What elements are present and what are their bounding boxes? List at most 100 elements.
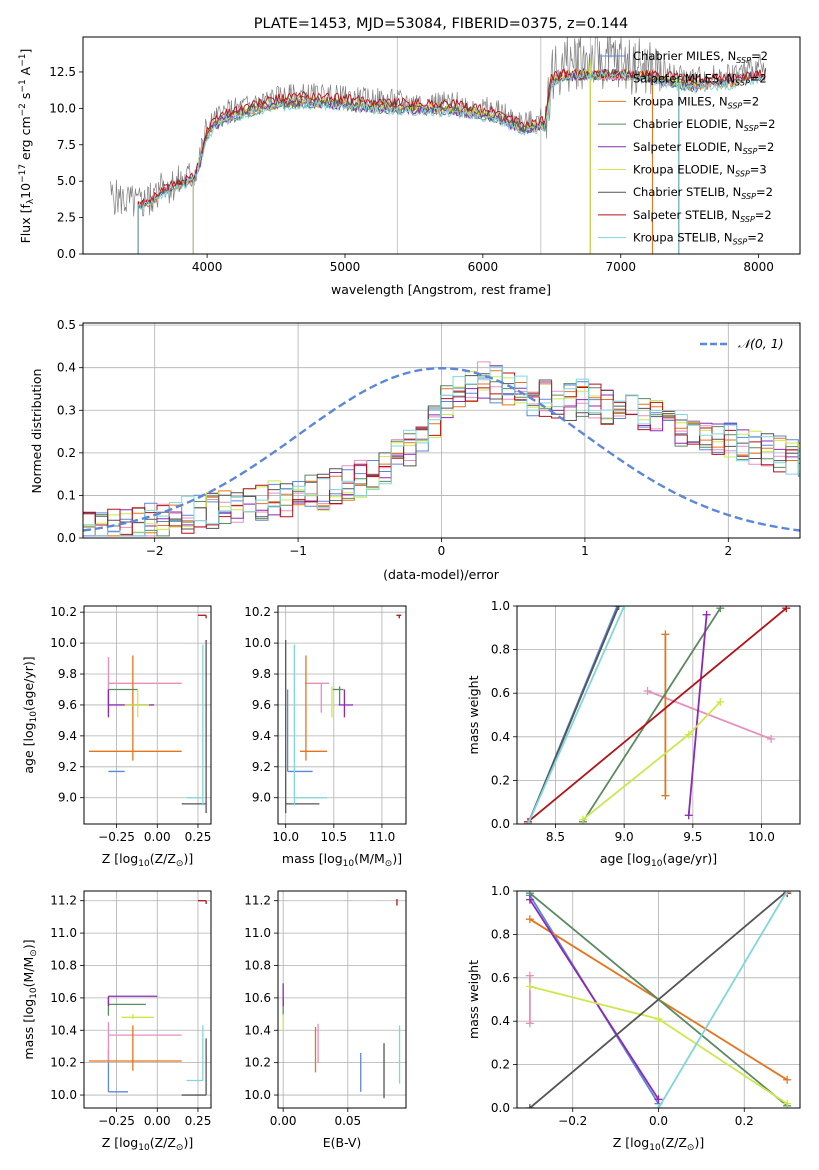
legend-label: Kroupa STELIB, NSSP=2: [633, 231, 764, 247]
residual-histogram: [83, 375, 800, 537]
legend-count: =2: [759, 117, 776, 131]
plot-area: [110, 37, 766, 254]
legend-sub: SSP: [735, 79, 750, 88]
plot-area: [88, 900, 207, 1096]
error-point: [107, 1049, 128, 1093]
gaussian-curve: [83, 366, 800, 532]
legend-label: Chabrier MILES, NSSP=2: [633, 49, 768, 65]
y-tick-label: 10.0: [49, 101, 76, 115]
error-point: [338, 689, 354, 718]
y-tick-label: 0.4: [491, 1014, 510, 1028]
legend-sub: SSP: [743, 147, 758, 156]
y-tick-label: 0.6: [491, 971, 510, 985]
label-part: A: [18, 66, 33, 79]
weight-series: [523, 606, 623, 824]
error-point: [197, 900, 207, 904]
y-axis-label: Normed distribution: [29, 369, 44, 494]
label-part: −2: [18, 103, 28, 116]
axes-border: [83, 890, 212, 1109]
x-axis-label: E(B-V): [323, 1135, 362, 1150]
label-part: ⊙: [385, 859, 393, 869]
error-point: [124, 689, 150, 718]
axes-frame: 8.5 9.0 9.5 10.0 0.0 0.2 0.4 0.6 0.8 1.0 age [log1…: [466, 599, 801, 869]
model-spectrum: [192, 67, 702, 254]
axes-frame: 10.0 10.5 11.0 9.0 9.2 9.4 9.6 9.8 10.0 10.2 mass …: [244, 605, 407, 869]
legend-sub: SSP: [740, 215, 755, 224]
legend-text: Chabrier ELODIE, N: [633, 117, 744, 131]
weight-series: [578, 697, 725, 824]
plot-area: [83, 361, 800, 537]
residual-histogram: [83, 361, 800, 537]
label-part: (Z/Z: [661, 1135, 687, 1150]
label-part: (Z/Z: [150, 1135, 176, 1150]
observed-spectrum: [110, 37, 766, 217]
y-tick-label: 9.4: [58, 729, 77, 743]
weight-series: [525, 895, 663, 1104]
grid-layer: [84, 891, 211, 1108]
plot-area: [525, 891, 792, 1108]
y-tick-label: 9.8: [58, 667, 77, 681]
mass-ebv-panel: 0.00 0.05 10.0 10.2 10.4 10.6 10.8 11.0 11.2 E(B-…: [244, 890, 407, 1150]
weight-series: [661, 630, 670, 800]
legend-text: Kroupa STELIB, N: [633, 231, 733, 245]
x-tick-label: −0.25: [98, 1114, 135, 1128]
y-tick-label: 10.8: [50, 958, 77, 972]
legend-text: Kroupa ELODIE, N: [633, 163, 735, 177]
y-tick-label: 10.2: [50, 605, 77, 619]
y-tick-label: 10.2: [50, 1056, 77, 1070]
legend-sub: SSP: [736, 56, 751, 65]
y-axis-label: mass weight: [466, 960, 481, 1039]
label-part: ⊙: [176, 1143, 184, 1153]
label-part: Flux [f: [18, 204, 33, 244]
weight-series: [523, 606, 791, 824]
chart-title: PLATE=1453, MJD=53084, FIBERID=0375, z=0…: [254, 16, 628, 32]
y-tick-label: 0.4: [57, 361, 76, 375]
grid-layer: [83, 323, 800, 539]
y-tick-label: 10.4: [244, 1023, 271, 1037]
y-tick-label: 7.5: [57, 138, 76, 152]
y-tick-label: 10.0: [50, 1088, 77, 1102]
y-tick-label: 11.0: [50, 926, 77, 940]
plot-area: [523, 606, 791, 824]
y-tick-label: 9.4: [252, 729, 271, 743]
residual-histogram: [83, 373, 800, 530]
label-part: )]: [694, 1135, 704, 1150]
y-tick-label: 0.2: [491, 1058, 510, 1072]
error-point: [293, 644, 328, 806]
error-point: [107, 997, 146, 1016]
y-tick-label: 10.0: [244, 636, 271, 650]
label-part: age [log: [600, 851, 651, 866]
x-tick-label: 0.00: [270, 1114, 297, 1128]
weight-age-panel: 8.5 9.0 9.5 10.0 0.0 0.2 0.4 0.6 0.8 1.0 age [log1…: [466, 599, 801, 869]
y-tick-label: 9.2: [58, 760, 77, 774]
legend-label: Chabrier ELODIE, NSSP=2: [633, 117, 775, 133]
error-point: [304, 682, 330, 713]
y-axis-label: age [log10(age/yr)]: [21, 656, 39, 773]
legend-count: =2: [751, 49, 768, 63]
legend-text: Salpeter STELIB, N: [633, 208, 740, 222]
label-part: ⊙: [29, 949, 39, 957]
x-tick-label: 0.25: [185, 830, 212, 844]
label-part: mass [log: [21, 999, 36, 1060]
legend-text: Chabrier MILES, N: [633, 49, 736, 63]
x-axis-label: wavelength [Angstrom, rest frame]: [331, 282, 551, 297]
label-part: (age/yr)]: [662, 851, 717, 866]
y-tick-label: 0.8: [491, 927, 510, 941]
error-point: [88, 1025, 182, 1071]
x-tick-label: 6000: [468, 260, 499, 274]
weight-line: [527, 607, 787, 823]
grid-layer: [278, 891, 406, 1108]
y-tick-label: 9.6: [58, 698, 77, 712]
label-part: −17: [18, 164, 28, 183]
legend-count: =2: [747, 231, 764, 245]
weight-line: [529, 899, 660, 1100]
weight-line: [527, 606, 626, 824]
y-tick-label: 0.2: [57, 446, 76, 460]
x-tick-label: 10.5: [320, 830, 347, 844]
model-spectrum: [137, 67, 766, 254]
axes-border: [516, 890, 801, 1109]
x-tick-label: 5000: [330, 260, 361, 274]
x-tick-label: 8000: [743, 260, 774, 274]
weight-series: [523, 606, 629, 824]
legend-label: Salpeter STELIB, NSSP=2: [633, 208, 772, 224]
